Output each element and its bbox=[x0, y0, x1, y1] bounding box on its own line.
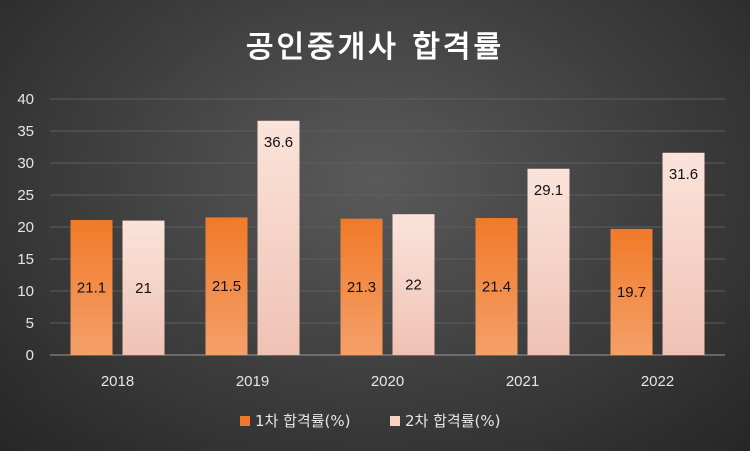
data-label: 36.6 bbox=[264, 134, 293, 151]
y-tick-label: 30 bbox=[17, 155, 34, 172]
legend-swatch bbox=[390, 416, 400, 426]
x-axis: 2018 2019 2020 2021 2022 bbox=[101, 373, 674, 390]
data-label: 21.1 bbox=[77, 279, 106, 296]
y-tick-label: 25 bbox=[17, 187, 34, 204]
data-label: 21.3 bbox=[347, 279, 376, 296]
x-tick-label: 2019 bbox=[236, 373, 269, 390]
bar-2-2018 bbox=[122, 220, 165, 355]
bar-1-2020 bbox=[340, 218, 383, 355]
chart-title: 공인중개사 합격률 bbox=[245, 30, 505, 65]
bar-1-2021 bbox=[475, 218, 518, 355]
bar-2-2022 bbox=[662, 152, 705, 355]
legend-swatch bbox=[240, 416, 250, 426]
legend-label: 2차 합격률(%) bbox=[405, 412, 500, 430]
y-tick-label: 20 bbox=[17, 219, 34, 236]
data-label: 21.4 bbox=[482, 279, 511, 296]
x-tick-label: 2022 bbox=[641, 373, 674, 390]
y-tick-label: 15 bbox=[17, 251, 34, 268]
bar-2-2019 bbox=[257, 120, 300, 355]
y-tick-label: 40 bbox=[17, 91, 34, 108]
x-tick-label: 2020 bbox=[371, 373, 404, 390]
data-labels: 21.1 21 21.5 36.6 21.3 22 21.4 29.1 19.7 31.6 bbox=[77, 134, 698, 301]
data-label: 21 bbox=[135, 280, 152, 297]
bar-2-2020 bbox=[392, 214, 435, 355]
data-label: 22 bbox=[405, 277, 422, 294]
y-tick-label: 10 bbox=[17, 283, 34, 300]
y-tick-label: 5 bbox=[26, 315, 34, 332]
x-tick-label: 2021 bbox=[506, 373, 539, 390]
data-label: 31.6 bbox=[669, 166, 698, 183]
bar-1-2019 bbox=[205, 217, 248, 355]
y-axis: 0 5 10 15 20 25 30 35 40 bbox=[17, 91, 34, 364]
legend-label: 1차 합격률(%) bbox=[255, 412, 350, 430]
y-tick-label: 0 bbox=[26, 347, 34, 364]
bar-2-2021 bbox=[527, 168, 570, 355]
x-tick-label: 2018 bbox=[101, 373, 134, 390]
data-label: 29.1 bbox=[534, 182, 563, 199]
data-label: 21.5 bbox=[212, 278, 241, 295]
y-tick-label: 35 bbox=[17, 123, 34, 140]
data-label: 19.7 bbox=[617, 284, 646, 301]
bar-1-2018 bbox=[70, 219, 113, 355]
bar-1-2022 bbox=[610, 228, 653, 355]
bars bbox=[70, 120, 705, 355]
legend: 1차 합격률(%) 2차 합격률(%) bbox=[240, 412, 500, 430]
